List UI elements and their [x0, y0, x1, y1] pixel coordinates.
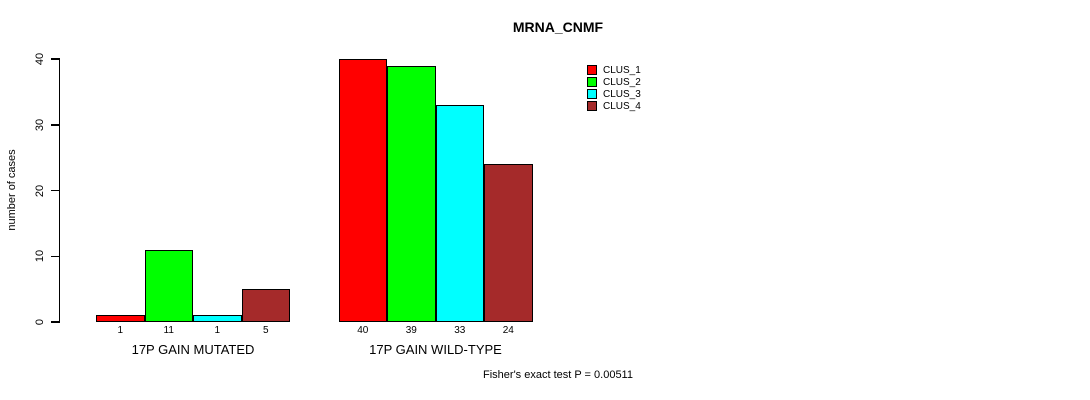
legend-swatch-icon [587, 89, 597, 99]
legend-label: CLUS_1 [603, 64, 641, 76]
category-label: 17P GAIN MUTATED [131, 342, 255, 357]
bar-clus_3-2 [435, 105, 484, 322]
y-tick-label: 0 [34, 318, 46, 326]
bar-clus_4-1 [241, 289, 290, 322]
legend-item-clus_1: CLUS_1 [587, 64, 641, 76]
y-tick-label: 40 [34, 52, 46, 66]
bar-value-label: 24 [502, 325, 514, 336]
bar-value-label: 40 [357, 325, 369, 336]
legend-item-clus_4: CLUS_4 [587, 100, 641, 112]
y-tick-label: 30 [34, 118, 46, 131]
y-axis-line [58, 58, 60, 323]
bar-value-label: 33 [454, 325, 466, 336]
bar-value-label: 39 [405, 325, 417, 336]
y-tick-mark [51, 255, 59, 257]
legend-swatch-icon [587, 65, 597, 75]
bar-clus_1-1 [96, 315, 145, 322]
bar-clus_2-1 [144, 249, 193, 322]
legend-label: CLUS_3 [603, 88, 641, 100]
y-tick-mark [51, 189, 59, 192]
bar-clus_1-2 [338, 59, 387, 322]
y-axis-label: number of cases [6, 149, 18, 231]
legend-swatch-icon [587, 77, 597, 87]
y-tick-mark [51, 124, 59, 126]
y-tick-label: 10 [34, 250, 46, 263]
chart-title: MRNA_CNMF [512, 19, 604, 35]
bar-value-label: 1 [214, 325, 221, 336]
bar-value-label: 1 [117, 325, 124, 336]
bar-clus_2-2 [387, 65, 436, 322]
legend-item-clus_2: CLUS_2 [587, 76, 641, 88]
bar-clus_3-1 [193, 315, 242, 322]
y-tick-mark [51, 321, 59, 323]
y-tick-mark [51, 58, 59, 60]
legend-swatch-icon [587, 101, 597, 111]
fisher-test-annotation: Fisher's exact test P = 0.00511 [483, 369, 633, 381]
bar-value-label: 5 [262, 325, 269, 336]
bar-clus_4-2 [484, 164, 533, 322]
legend-item-clus_3: CLUS_3 [587, 88, 641, 100]
bar-value-label: 11 [163, 325, 174, 336]
y-tick-label: 20 [34, 184, 46, 197]
category-label: 17P GAIN WILD-TYPE [369, 342, 502, 357]
legend-label: CLUS_2 [603, 76, 641, 88]
legend-label: CLUS_4 [603, 100, 641, 112]
